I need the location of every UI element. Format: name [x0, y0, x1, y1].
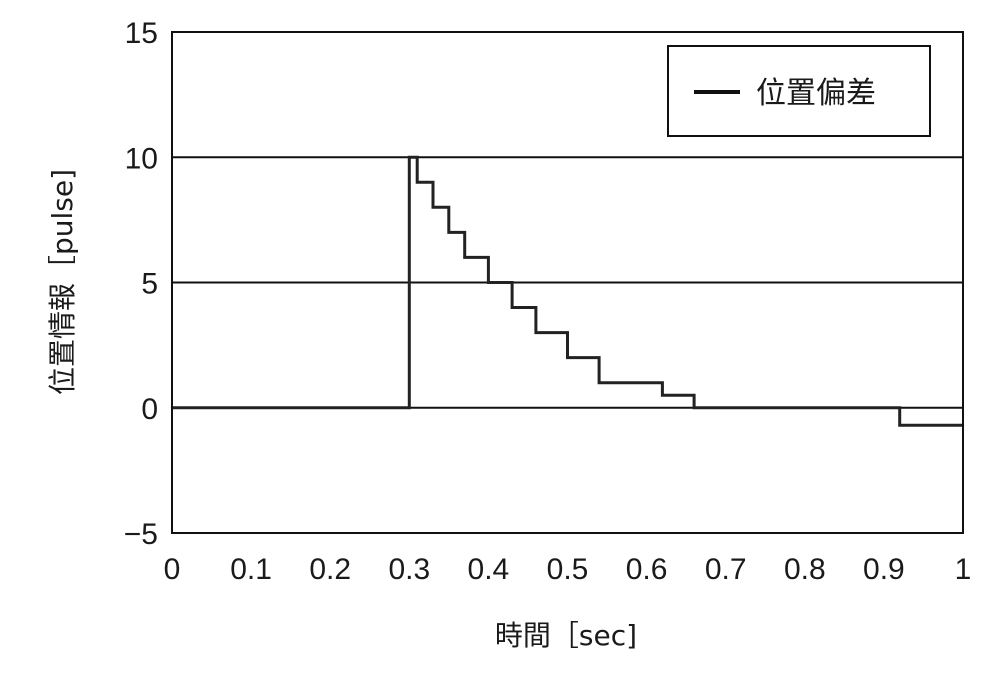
x-tick-label: 0	[164, 553, 181, 586]
legend: 位置偏差	[667, 45, 931, 137]
data-point	[661, 394, 664, 397]
data-point	[463, 256, 466, 259]
x-tick-label: 0.4	[468, 553, 510, 586]
legend-box	[667, 45, 931, 137]
data-point	[692, 406, 696, 409]
x-axis-title: 時間［sec]	[495, 619, 637, 652]
x-tick-label: 0.6	[626, 553, 668, 586]
x-tick-label: 0.1	[230, 553, 272, 586]
data-point	[661, 381, 664, 384]
data-point	[408, 156, 411, 159]
x-tick-labels: 0 0.1 0.2 0.3 0.4 0.5 0.6 0.7 0.8 0.9 1	[164, 553, 972, 586]
plot-frame	[171, 31, 964, 534]
y-tick-labels: −5 0 5 10 15	[124, 17, 158, 551]
x-tick-label: 0.2	[309, 553, 351, 586]
data-point	[534, 306, 538, 309]
data-point	[431, 181, 435, 184]
data-point	[692, 394, 696, 397]
series-line-position-error	[172, 155, 963, 427]
y-tick-label: −5	[124, 518, 158, 551]
x-tick-label: 0.7	[705, 553, 747, 586]
data-point	[898, 424, 901, 427]
data-point	[597, 356, 601, 359]
x-tick-label: 0.9	[863, 553, 905, 586]
data-point	[431, 206, 435, 209]
data-point	[447, 206, 451, 209]
data-point	[408, 406, 411, 409]
y-axis-title: 位置情報［pulse]	[46, 169, 79, 395]
y-tick-label: 0	[141, 393, 158, 426]
series-layer	[170, 155, 965, 427]
data-point	[416, 181, 419, 184]
x-tick-label: 0.8	[784, 553, 826, 586]
data-point	[416, 156, 419, 159]
data-point	[463, 231, 466, 234]
data-point	[534, 331, 538, 334]
data-point	[566, 356, 569, 359]
y-tick-label: 5	[141, 268, 158, 301]
grid-lines	[172, 156, 963, 409]
data-point	[597, 381, 601, 384]
data-point	[487, 281, 490, 284]
data-point	[898, 406, 901, 409]
data-point	[487, 256, 490, 259]
x-tick-label: 1	[955, 553, 972, 586]
legend-label-position-error: 位置偏差	[756, 76, 876, 111]
data-point	[566, 331, 569, 334]
y-tick-label: 15	[125, 17, 158, 50]
data-point	[510, 306, 514, 309]
data-point	[447, 231, 451, 234]
x-tick-label: 0.3	[388, 553, 430, 586]
x-tick-label: 0.5	[547, 553, 589, 586]
data-point	[510, 281, 514, 284]
y-tick-label: 10	[125, 142, 158, 175]
